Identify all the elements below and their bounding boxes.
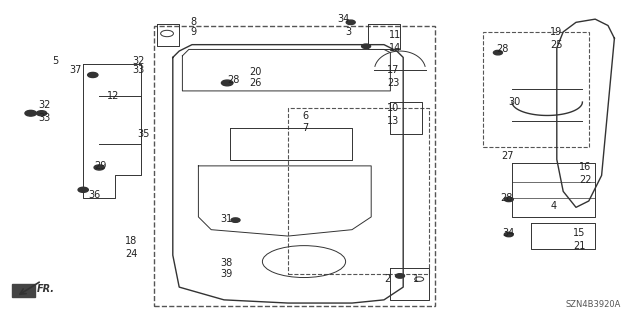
Circle shape (25, 110, 36, 116)
Circle shape (396, 274, 404, 278)
Text: 12: 12 (107, 91, 119, 101)
Text: 25: 25 (550, 40, 563, 50)
Polygon shape (12, 284, 35, 297)
Text: SZN4B3920A: SZN4B3920A (565, 300, 621, 309)
Text: 11: 11 (389, 30, 401, 40)
Text: 38: 38 (221, 258, 233, 268)
Text: 10: 10 (387, 103, 399, 114)
Text: 32: 32 (132, 56, 145, 66)
Text: 21: 21 (573, 241, 585, 251)
Text: 17: 17 (387, 65, 399, 75)
Text: 32: 32 (38, 100, 51, 110)
Text: 28: 28 (227, 75, 239, 85)
Text: 33: 33 (132, 65, 145, 75)
Text: 31: 31 (221, 213, 233, 224)
Text: 36: 36 (88, 189, 100, 200)
Text: 3: 3 (346, 27, 352, 37)
Circle shape (346, 20, 355, 25)
Text: FR.: FR. (37, 284, 55, 294)
Circle shape (504, 232, 513, 237)
Text: 4: 4 (550, 201, 557, 211)
Text: 34: 34 (502, 228, 515, 238)
Circle shape (231, 218, 240, 222)
Text: 37: 37 (69, 65, 81, 75)
Text: 2: 2 (384, 274, 390, 284)
Text: 8: 8 (190, 17, 196, 27)
Text: 13: 13 (387, 116, 399, 126)
Text: 23: 23 (387, 78, 399, 88)
Text: 34: 34 (337, 14, 349, 24)
Text: 18: 18 (125, 236, 137, 246)
Text: 24: 24 (125, 249, 137, 259)
Circle shape (94, 165, 104, 170)
Text: 16: 16 (579, 162, 591, 173)
Text: 29: 29 (95, 161, 107, 171)
Text: 39: 39 (221, 269, 233, 279)
Text: 27: 27 (501, 151, 514, 161)
Text: 5: 5 (52, 56, 59, 66)
Text: 20: 20 (250, 67, 262, 77)
Circle shape (504, 197, 513, 202)
Text: 30: 30 (509, 97, 521, 107)
Text: 6: 6 (302, 111, 308, 122)
Text: 7: 7 (302, 122, 308, 133)
Circle shape (221, 80, 233, 86)
Text: 35: 35 (138, 129, 150, 139)
Text: 26: 26 (250, 78, 262, 88)
Circle shape (78, 187, 88, 192)
Text: 15: 15 (573, 228, 585, 238)
Circle shape (88, 72, 98, 78)
Text: 33: 33 (38, 113, 51, 123)
Circle shape (36, 111, 47, 116)
Text: 14: 14 (389, 43, 401, 53)
Text: 28: 28 (496, 44, 508, 55)
Text: 22: 22 (579, 175, 592, 185)
Text: 1: 1 (413, 274, 420, 284)
Circle shape (493, 50, 502, 55)
Circle shape (362, 44, 371, 48)
Text: 9: 9 (190, 27, 196, 37)
Text: 19: 19 (550, 27, 563, 37)
Text: 28: 28 (500, 193, 513, 203)
